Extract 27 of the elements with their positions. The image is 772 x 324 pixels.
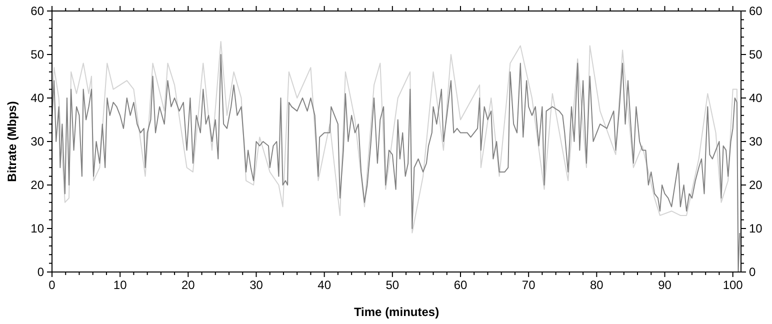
y2-tick-label: 20 (749, 178, 763, 192)
y-tick-label: 0 (37, 265, 44, 279)
y2-tick-label: 30 (749, 134, 763, 148)
y-tick-label: 10 (30, 222, 44, 236)
y2-tick-label: 0 (749, 265, 756, 279)
y2-tick-label: 50 (749, 48, 763, 62)
x-tick-label: 80 (590, 278, 604, 292)
y-tick-label: 40 (30, 91, 44, 105)
y2-tick-label: 40 (749, 91, 763, 105)
y-axis-title: Bitrate (Mbps) (5, 101, 19, 182)
y2-tick-label: 10 (749, 222, 763, 236)
y-tick-label: 50 (30, 48, 44, 62)
x-tick-label: 30 (250, 278, 264, 292)
y-tick-label: 30 (30, 134, 44, 148)
y2-tick-label: 60 (749, 4, 763, 18)
x-tick-label: 0 (48, 278, 56, 292)
x-tick-label: 100 (722, 278, 744, 292)
x-tick-label: 90 (658, 278, 672, 292)
x-tick-label: 50 (386, 278, 400, 292)
x-tick-label: 70 (522, 278, 536, 292)
x-tick-label: 40 (318, 278, 332, 292)
y-tick-label: 20 (30, 178, 44, 192)
x-tick-label: 60 (454, 278, 468, 292)
x-tick-label: 20 (181, 278, 196, 292)
x-axis-title: Time (minutes) (354, 305, 440, 319)
y-tick-label: 60 (30, 4, 44, 18)
x-tick-label: 10 (113, 278, 128, 292)
